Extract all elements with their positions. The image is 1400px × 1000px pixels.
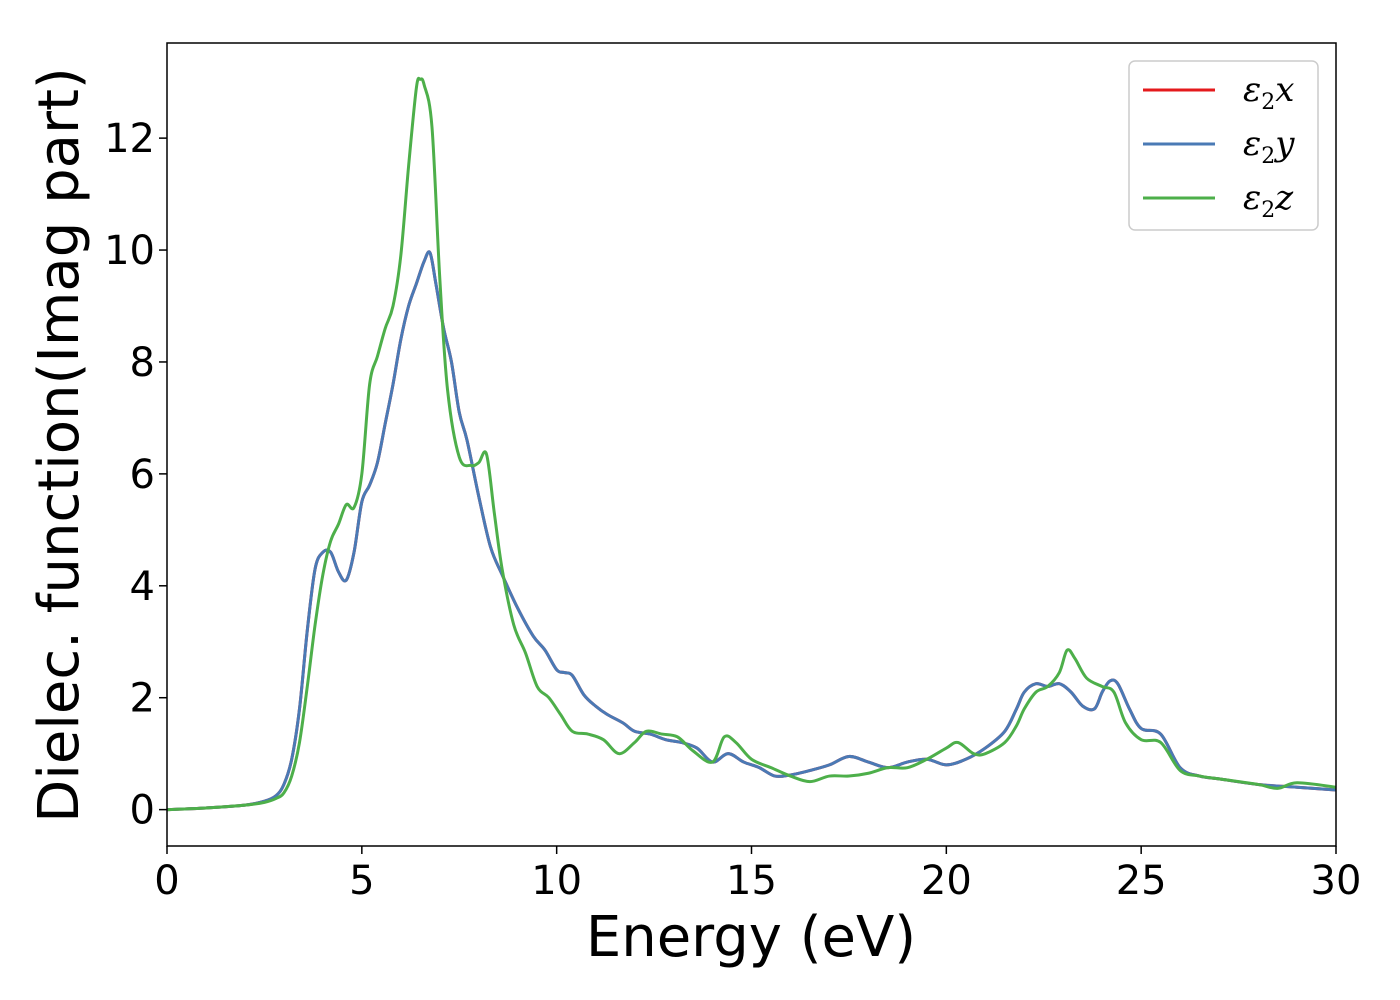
x-tick-label: 5 <box>349 858 374 904</box>
y-tick-label: 8 <box>130 340 155 386</box>
x-tick-label: 10 <box>531 858 582 904</box>
y-axis-label: Dielec. function(Imag part) <box>27 67 92 823</box>
x-axis-label: Energy (eV) <box>586 905 916 970</box>
x-tick-label: 0 <box>154 858 179 904</box>
series-layer <box>166 76 1337 812</box>
x-tick-label: 25 <box>1116 858 1167 904</box>
y-tick-label: 4 <box>130 564 155 610</box>
x-tick-label: 15 <box>726 858 777 904</box>
x-tick-label: 20 <box>921 858 972 904</box>
legend-box <box>1128 60 1319 231</box>
y-tick-label: 10 <box>104 228 155 274</box>
y-axis-ticks: 0 2 4 6 8 10 12 <box>104 116 167 834</box>
x-tick-label: 30 <box>1311 858 1362 904</box>
legend-label-x: ε2x <box>1243 70 1294 115</box>
y-tick-label: 12 <box>104 116 155 162</box>
series-line-z <box>166 76 1337 812</box>
legend-label-z: ε2z <box>1243 178 1294 223</box>
y-tick-label: 2 <box>130 676 155 722</box>
y-tick-label: 0 <box>130 788 155 834</box>
x-axis-ticks: 0 5 10 15 20 25 30 <box>154 846 1361 904</box>
legend-label-y: ε2y <box>1243 124 1295 169</box>
series-line-y <box>166 250 1337 812</box>
y-tick-label: 6 <box>130 452 155 498</box>
legend: ε2x ε2y ε2z <box>1128 60 1319 231</box>
